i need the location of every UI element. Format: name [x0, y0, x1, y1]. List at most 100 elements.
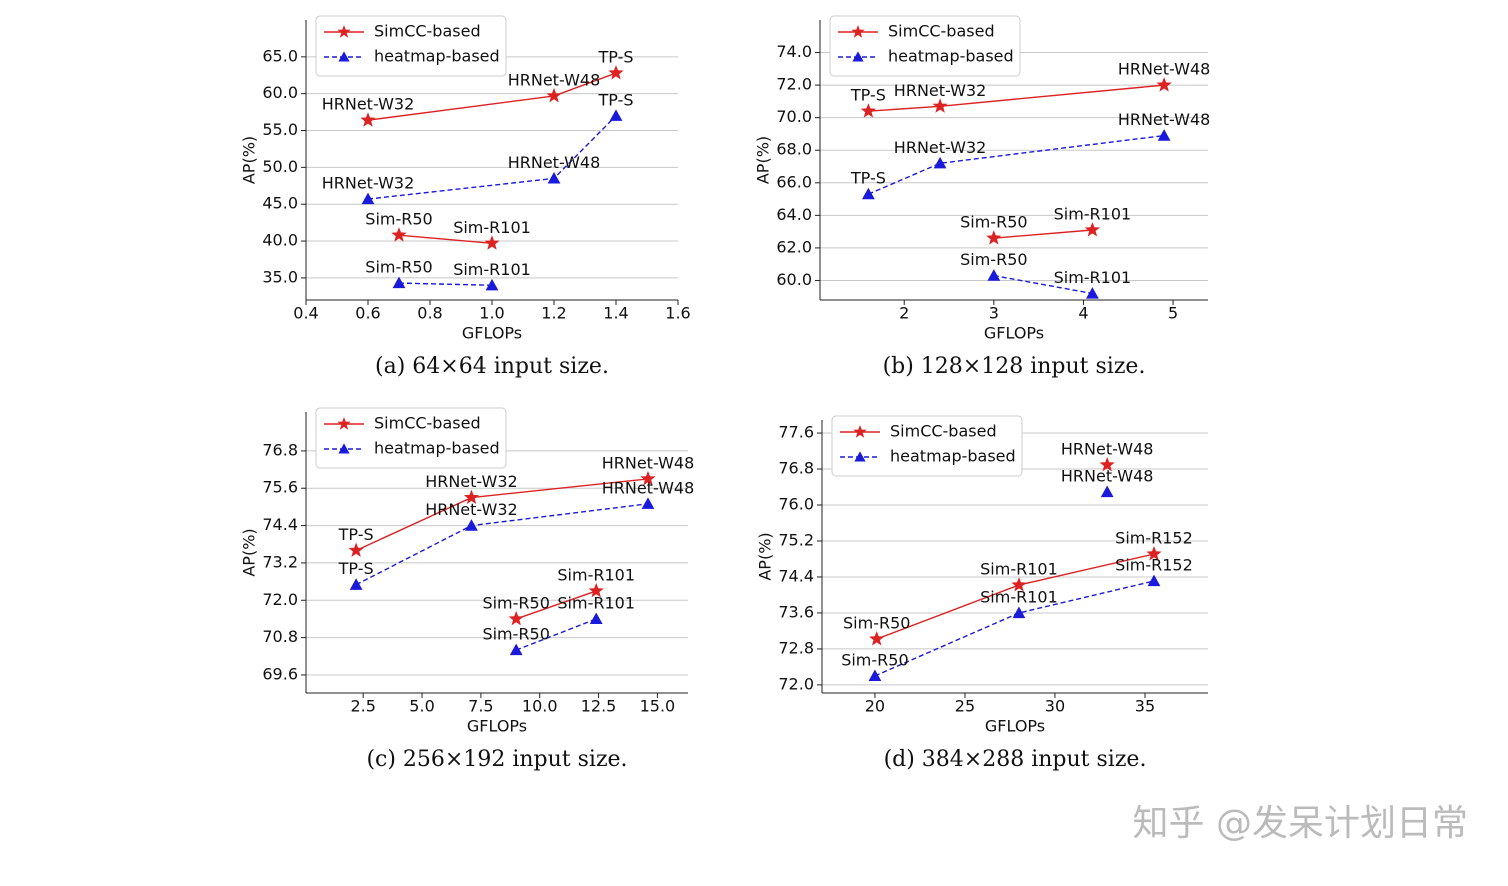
point-label: HRNet-W32 [322, 95, 415, 114]
point-label: Sim-R50 [960, 250, 1027, 269]
point-label: HRNet-W48 [1118, 60, 1211, 79]
triangle-marker [547, 172, 561, 184]
x-axis-label: GFLOPs [462, 324, 522, 343]
x-tick-label: 5.0 [409, 697, 434, 716]
point-label: Sim-R50 [960, 213, 1027, 232]
series-line [874, 580, 1155, 677]
series-line [993, 229, 1093, 239]
point-label: Sim-R101 [557, 593, 635, 612]
y-tick-label: 76.8 [262, 440, 298, 459]
point-label: Sim-R101 [1054, 205, 1132, 224]
caption: (c) 256×192 input size. [366, 747, 627, 772]
x-axis-label: GFLOPs [467, 717, 527, 736]
triangle-marker [933, 156, 947, 169]
series-line [515, 590, 597, 620]
x-tick-label: 4 [1078, 304, 1088, 323]
star-marker [853, 425, 867, 438]
y-tick-label: 70.0 [776, 107, 812, 126]
star-marker [869, 631, 885, 646]
y-tick-label: 72.0 [776, 75, 812, 94]
triangle-marker [589, 612, 603, 625]
triangle-marker [349, 578, 363, 590]
legend-label: SimCC-based [888, 22, 995, 41]
y-tick-label: 69.6 [262, 664, 298, 683]
x-tick-label: 1.2 [541, 304, 566, 323]
point-label: HRNet-W32 [425, 500, 518, 519]
point-label: Sim-R50 [482, 593, 549, 612]
triangle-marker [1147, 574, 1161, 587]
series-line [868, 134, 1165, 195]
star-marker [337, 417, 351, 430]
x-tick-label: 0.4 [293, 304, 318, 323]
point-label: Sim-R50 [843, 614, 910, 633]
series-line [993, 274, 1093, 295]
point-label: TP-S [598, 90, 634, 109]
x-tick-label: 35 [1135, 697, 1155, 716]
point-label: HRNet-W48 [508, 70, 601, 89]
point-label: Sim-R50 [365, 258, 432, 277]
triangle-marker [861, 187, 875, 200]
y-tick-label: 73.2 [262, 552, 298, 571]
point-label: TP-S [850, 169, 886, 188]
x-tick-label: 1.0 [479, 304, 504, 323]
x-tick-label: 1.6 [665, 304, 690, 323]
y-axis-label: AP(%) [754, 136, 773, 184]
point-label: HRNet-W32 [425, 472, 518, 491]
point-label: Sim-R152 [1115, 556, 1193, 575]
point-label: HRNet-W48 [1061, 466, 1154, 485]
point-label: Sim-R50 [365, 210, 432, 229]
point-label: Sim-R50 [482, 625, 549, 644]
x-tick-label: 25 [955, 697, 975, 716]
star-marker [851, 25, 865, 38]
point-label: Sim-R50 [841, 650, 908, 669]
y-tick-label: 72.0 [262, 590, 298, 609]
triangle-marker [1086, 287, 1099, 299]
caption: (b) 128×128 input size. [883, 354, 1146, 379]
point-label: HRNet-W32 [322, 174, 415, 193]
y-tick-label: 77.6 [778, 423, 814, 442]
y-tick-label: 70.8 [262, 627, 298, 646]
triangle-marker [641, 497, 655, 509]
x-axis-label: GFLOPs [985, 717, 1045, 736]
y-tick-label: 75.6 [262, 478, 298, 497]
x-axis-label: GFLOPs [984, 324, 1044, 343]
x-tick-label: 12.5 [581, 697, 617, 716]
star-marker [932, 98, 948, 113]
point-label: TP-S [338, 559, 374, 578]
y-tick-label: 66.0 [776, 172, 812, 191]
x-tick-label: 0.6 [355, 304, 380, 323]
point-label: HRNet-W32 [894, 138, 987, 157]
triangle-marker [361, 192, 375, 205]
triangle-marker [609, 109, 623, 121]
point-label: HRNet-W48 [1118, 110, 1211, 129]
x-tick-label: 3 [989, 304, 999, 323]
x-tick-label: 30 [1045, 697, 1065, 716]
x-tick-label: 7.5 [468, 697, 493, 716]
y-tick-label: 45.0 [262, 194, 298, 213]
legend-box [315, 15, 507, 77]
legend-box [315, 407, 507, 469]
star-marker [546, 87, 562, 103]
star-marker [860, 103, 876, 118]
y-tick-label: 76.0 [778, 495, 814, 514]
x-tick-label: 20 [865, 697, 885, 716]
point-label: Sim-R101 [453, 218, 531, 237]
star-marker [1011, 577, 1027, 592]
point-label: Sim-R101 [980, 560, 1058, 579]
star-marker [1156, 77, 1172, 92]
point-label: TP-S [338, 525, 374, 544]
triangle-marker [1157, 129, 1171, 141]
point-label: TP-S [850, 86, 886, 105]
point-label: Sim-R101 [980, 587, 1058, 606]
y-tick-label: 64.0 [776, 205, 812, 224]
point-label: Sim-R101 [557, 565, 635, 584]
series-line [398, 234, 493, 244]
legend-box [829, 15, 1021, 77]
x-tick-label: 2 [899, 304, 909, 323]
y-tick-label: 60.0 [776, 270, 812, 289]
y-tick-label: 60.0 [262, 83, 298, 102]
star-marker [1099, 457, 1115, 472]
triangle-marker [485, 278, 499, 291]
legend-label: heatmap-based [374, 47, 500, 66]
y-tick-label: 76.8 [778, 459, 814, 478]
